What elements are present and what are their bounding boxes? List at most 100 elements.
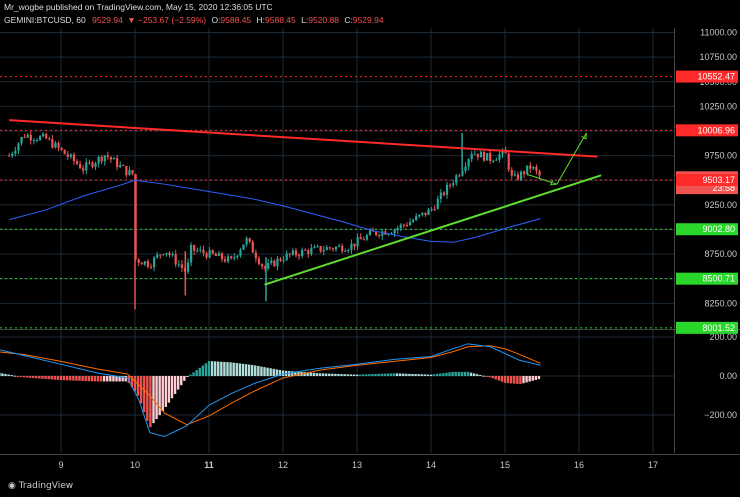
candle-body [442, 192, 446, 195]
histogram-bar [72, 376, 75, 381]
candle-body [32, 140, 35, 142]
candle-body [331, 248, 335, 250]
candle-body [35, 139, 39, 141]
candle-body [270, 260, 273, 264]
histogram-bar [312, 372, 316, 376]
candle-body [91, 162, 94, 167]
histogram-bar [109, 376, 112, 382]
histogram-bar [164, 376, 168, 408]
histogram-bar [0, 372, 1, 376]
candle-body [362, 239, 365, 241]
histogram-bar [432, 374, 436, 376]
histogram-bar [201, 365, 205, 376]
candle-body [66, 154, 69, 157]
candle-body [180, 264, 183, 268]
candle-body [88, 162, 91, 164]
candle-body [171, 254, 174, 256]
histogram-bar [1, 373, 4, 376]
candle-body [223, 259, 227, 262]
histogram-bar [59, 376, 63, 381]
candle-body [162, 254, 165, 256]
histogram-bar [13, 375, 16, 377]
candle-body [174, 254, 177, 265]
tradingview-logo-icon: ◉ [8, 481, 16, 491]
histogram-bar [241, 363, 245, 376]
candle-body [202, 249, 205, 254]
histogram-bar [229, 362, 232, 376]
candle-body [510, 169, 513, 176]
candle-body [396, 228, 399, 230]
candle-body [408, 222, 412, 226]
high-label: H: [256, 15, 266, 25]
candle-body [137, 259, 140, 263]
histogram-bar [451, 371, 454, 376]
histogram-bar [435, 373, 439, 376]
candle-body [190, 245, 193, 263]
candle-body [486, 153, 489, 161]
candle-body [128, 170, 131, 176]
histogram-bar [417, 374, 420, 376]
candle-body [125, 165, 128, 176]
candle-body [439, 192, 442, 199]
histogram-bar [7, 374, 10, 376]
histogram-bar [334, 373, 337, 376]
candle-body [20, 136, 23, 144]
candle-body [353, 243, 356, 247]
histogram-bar [346, 374, 349, 376]
support-trendline[interactable] [264, 174, 602, 286]
resistance-trendline[interactable] [9, 119, 598, 158]
candle-body [267, 263, 270, 269]
candle-body [516, 174, 520, 180]
histogram-bar [106, 376, 109, 382]
candle-body [239, 249, 242, 256]
candle-body [168, 252, 171, 255]
histogram-bar [306, 372, 309, 376]
candle-body [430, 209, 433, 211]
histogram-bar [408, 373, 411, 376]
candle-body [412, 220, 415, 223]
histogram-bar [513, 376, 516, 384]
candle-body [368, 230, 372, 236]
histogram-bar [463, 371, 467, 376]
histogram-bar [161, 376, 164, 412]
histogram-bar [81, 376, 84, 381]
histogram-bar [4, 373, 7, 376]
histogram-bar [155, 376, 158, 420]
x-tick-label: 14 [426, 460, 436, 470]
histogram-bar [525, 376, 528, 383]
histogram-bar [22, 376, 26, 378]
candle-body [54, 142, 57, 148]
histogram-bar [213, 361, 217, 376]
histogram-bar [371, 374, 374, 376]
histogram-bar [269, 368, 272, 376]
candle-body [501, 149, 504, 155]
candle-body [338, 245, 341, 247]
price-label-box [676, 321, 738, 334]
histogram-bar [398, 373, 402, 376]
projection-arrow[interactable] [556, 132, 587, 185]
candle-body [82, 168, 85, 171]
histogram-bar [324, 373, 328, 376]
candle-body [116, 158, 119, 168]
price-label-box [676, 272, 738, 285]
candle-body [356, 237, 359, 247]
histogram-bar [143, 376, 146, 413]
symbol-label[interactable]: GEMINI:BTCUSD, 60 [4, 15, 86, 25]
candle-body [257, 258, 261, 265]
candle-body [23, 136, 26, 138]
candle-body [449, 184, 452, 186]
histogram-bar [405, 373, 408, 376]
histogram-bar [374, 373, 377, 376]
histogram-bar [170, 376, 174, 399]
candle-body [365, 235, 368, 240]
histogram-bar [173, 376, 177, 394]
histogram-bar [158, 376, 161, 416]
price-label-text: 10552.47 [697, 72, 735, 82]
candle-body [291, 250, 294, 255]
candle-body [57, 142, 60, 148]
candle-body [260, 264, 264, 267]
candle-body [254, 252, 257, 259]
histogram-bar [69, 376, 72, 381]
y-tick-label: 8750.00 [704, 249, 737, 259]
